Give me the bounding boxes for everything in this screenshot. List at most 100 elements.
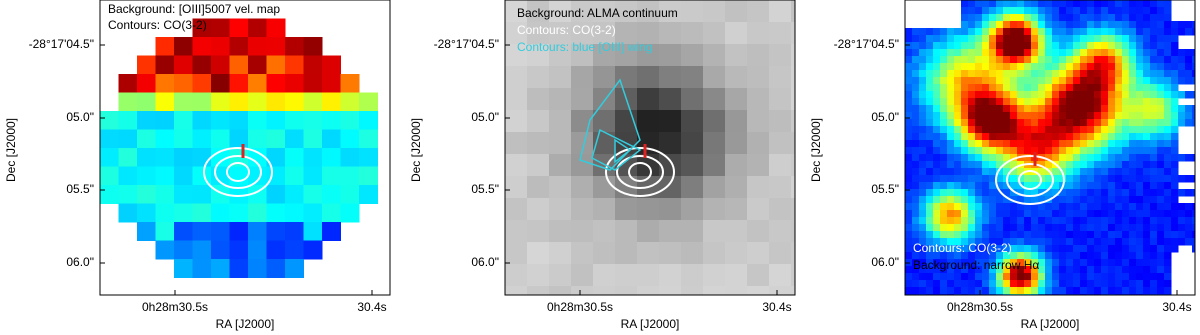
pixel bbox=[968, 280, 976, 288]
pixel bbox=[968, 224, 976, 232]
pixel bbox=[940, 140, 948, 148]
pixel bbox=[1052, 182, 1060, 190]
pixel bbox=[725, 110, 748, 133]
pixel bbox=[940, 70, 948, 78]
pixel bbox=[1143, 161, 1151, 169]
pixel bbox=[947, 280, 955, 288]
pixel bbox=[174, 37, 193, 56]
pixel bbox=[982, 224, 990, 232]
pixel bbox=[1010, 133, 1018, 141]
pixel bbox=[1038, 119, 1046, 127]
pixel bbox=[1087, 147, 1095, 155]
pixel bbox=[1024, 7, 1032, 15]
pixel bbox=[1052, 91, 1060, 99]
pixel bbox=[982, 161, 990, 169]
pixel bbox=[968, 105, 976, 113]
pixel bbox=[961, 28, 969, 36]
pixel bbox=[340, 129, 360, 149]
pixel bbox=[1045, 273, 1053, 281]
pixel bbox=[1157, 70, 1165, 78]
pixel bbox=[954, 168, 962, 176]
pixel bbox=[919, 133, 927, 141]
pixel bbox=[933, 203, 941, 211]
pixel bbox=[1150, 140, 1158, 148]
pixel bbox=[1192, 91, 1195, 99]
pixel bbox=[912, 210, 920, 218]
pixel bbox=[1185, 105, 1193, 113]
pixel bbox=[968, 42, 976, 50]
pixel bbox=[940, 35, 948, 43]
pixel bbox=[266, 92, 286, 112]
pixel bbox=[954, 147, 962, 155]
pixel bbox=[637, 242, 660, 265]
pixel bbox=[1045, 70, 1053, 78]
pixel bbox=[975, 63, 983, 71]
pixel bbox=[1003, 287, 1011, 295]
y-axis-title: Dec [J2000] bbox=[809, 118, 823, 182]
pixel bbox=[1136, 287, 1144, 295]
pixel bbox=[1059, 84, 1067, 92]
pixel bbox=[1024, 154, 1032, 162]
pixel bbox=[1122, 189, 1130, 197]
pixel bbox=[982, 119, 990, 127]
pixel bbox=[1115, 112, 1123, 120]
pixel bbox=[266, 203, 286, 223]
pixel bbox=[1087, 112, 1095, 120]
pixel bbox=[996, 266, 1004, 274]
pixel bbox=[1073, 56, 1081, 64]
pixel bbox=[769, 66, 792, 89]
pixel bbox=[968, 217, 976, 225]
pixel bbox=[982, 98, 990, 106]
pixel bbox=[1031, 280, 1039, 288]
pixel bbox=[1185, 119, 1193, 127]
pixel bbox=[926, 42, 934, 50]
pixel bbox=[1059, 105, 1067, 113]
pixel bbox=[1066, 210, 1074, 218]
pixel bbox=[322, 222, 341, 241]
co-contour bbox=[203, 147, 273, 197]
pixel bbox=[1129, 231, 1137, 239]
pixel bbox=[1094, 182, 1102, 190]
pixel bbox=[919, 168, 927, 176]
pixel bbox=[1185, 210, 1193, 218]
pixel bbox=[1150, 63, 1158, 71]
pixel bbox=[1136, 56, 1144, 64]
pixel bbox=[211, 129, 230, 149]
pixel bbox=[1185, 238, 1193, 246]
pixel bbox=[1031, 35, 1039, 43]
pixel bbox=[1178, 238, 1186, 246]
pixel bbox=[1017, 168, 1025, 176]
pixel bbox=[1185, 28, 1193, 36]
pixel bbox=[1178, 77, 1186, 85]
pixel bbox=[747, 110, 770, 133]
pixel bbox=[961, 84, 969, 92]
pixel bbox=[285, 166, 304, 186]
y-tick-label: 06.0" bbox=[66, 255, 94, 269]
pixel bbox=[1024, 245, 1032, 253]
annotation: Background: narrow Hα bbox=[913, 258, 1039, 272]
pixel bbox=[975, 70, 983, 78]
pixel bbox=[1101, 203, 1109, 211]
pixel bbox=[1087, 70, 1095, 78]
pixel bbox=[725, 264, 748, 287]
pixel bbox=[1136, 273, 1144, 281]
pixel bbox=[1087, 210, 1095, 218]
pixel bbox=[703, 66, 726, 89]
pixel bbox=[1031, 140, 1039, 148]
pixel bbox=[1136, 161, 1144, 169]
pixel bbox=[1115, 133, 1123, 141]
pixel bbox=[100, 148, 119, 167]
pixel bbox=[322, 148, 341, 167]
pixel bbox=[954, 182, 962, 190]
pixel bbox=[1080, 98, 1088, 106]
pixel bbox=[1038, 112, 1046, 120]
pixel bbox=[1094, 91, 1102, 99]
pixel bbox=[975, 175, 983, 183]
co-contour bbox=[616, 155, 664, 189]
pixel bbox=[989, 196, 997, 204]
pixel bbox=[940, 56, 948, 64]
pixel bbox=[1031, 231, 1039, 239]
pixel bbox=[659, 66, 682, 89]
pixel bbox=[1115, 119, 1123, 127]
pixel bbox=[1066, 56, 1074, 64]
